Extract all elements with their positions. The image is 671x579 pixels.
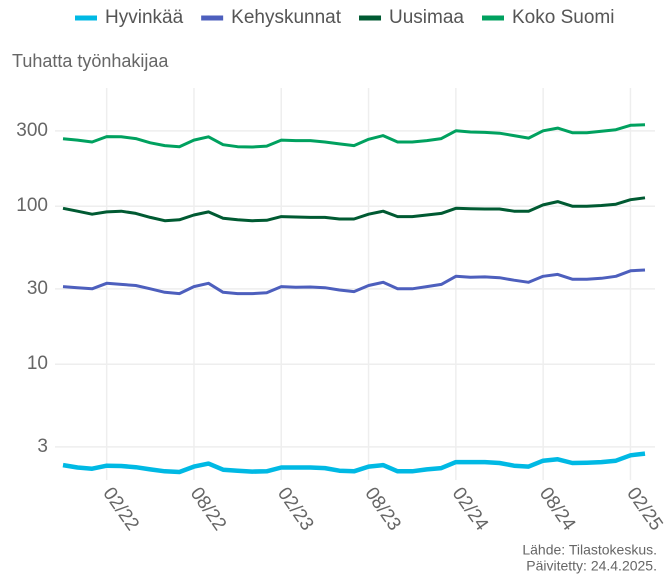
series-line (62, 268, 646, 296)
x-tick-label: 08/22 (186, 484, 230, 535)
series-line (62, 451, 646, 475)
y-tick-label: 100 (16, 195, 48, 216)
source: Lähde: Tilastokeskus. (522, 542, 657, 558)
y-tick-label: 10 (27, 353, 48, 374)
legend-label: Koko Suomi (512, 7, 614, 28)
x-tick-label: 08/24 (535, 484, 580, 535)
x-tick-label: 08/23 (360, 484, 404, 535)
y-axis-label: Tuhatta työnhakijaa (12, 51, 169, 71)
legend-label: Kehyskunnat (231, 7, 342, 28)
x-tick-label: 02/24 (448, 484, 493, 535)
y-tick-label: 3 (37, 436, 48, 457)
y-tick-label: 300 (16, 120, 48, 141)
updated: Päivitetty: 24.4.2025. (526, 558, 657, 574)
x-tick-label: 02/25 (622, 484, 666, 535)
legend-label: Hyvinkää (105, 7, 184, 28)
legend-label: Uusimaa (389, 7, 464, 28)
series-line (62, 123, 646, 149)
series-line (62, 196, 646, 223)
x-tick-label: 02/23 (273, 484, 317, 535)
x-tick-label: 02/22 (98, 484, 142, 535)
y-tick-label: 30 (27, 278, 48, 299)
